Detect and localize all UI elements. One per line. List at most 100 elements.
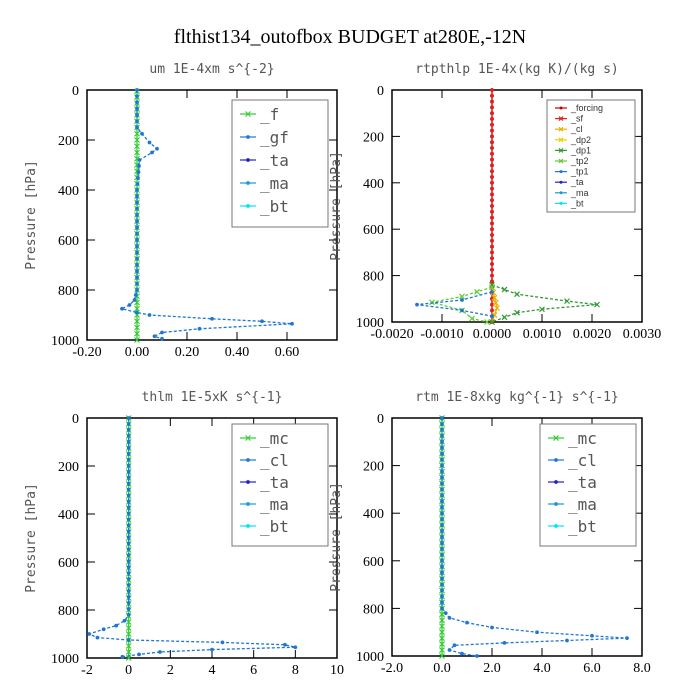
data-point — [490, 233, 494, 237]
data-point — [158, 650, 162, 654]
data-point — [460, 298, 464, 302]
data-point — [452, 643, 457, 648]
data-point — [490, 209, 494, 214]
y-tick-label: 1000 — [356, 316, 384, 331]
data-point — [490, 302, 494, 307]
data-point — [490, 308, 494, 313]
figure-title: flthist134_outofbox BUDGET at280E,-12N — [174, 26, 526, 48]
legend-entry: _mc — [260, 429, 289, 448]
data-point — [494, 305, 500, 312]
data-point — [440, 416, 444, 420]
x-tick-label: 0.0000 — [473, 327, 512, 342]
y-tick-label: 600 — [363, 555, 384, 570]
data-point — [135, 182, 140, 186]
y-tick-label: 200 — [363, 130, 384, 145]
data-point — [120, 654, 125, 659]
data-point — [126, 422, 131, 426]
data-point — [490, 105, 494, 110]
data-point — [126, 529, 131, 534]
data-point — [440, 558, 444, 563]
data-point — [135, 219, 139, 224]
data-point — [126, 606, 131, 611]
data-point — [492, 299, 499, 306]
data-point — [475, 654, 479, 658]
data-point — [490, 267, 494, 272]
legend-marker — [558, 158, 564, 164]
legend-marker — [246, 158, 250, 162]
x-tick-label: 6 — [250, 663, 257, 678]
data-point — [126, 475, 131, 480]
data-point — [127, 303, 132, 307]
data-point — [135, 310, 139, 315]
data-point — [440, 547, 444, 551]
data-point — [126, 481, 131, 486]
data-point — [152, 334, 157, 339]
data-point — [440, 511, 444, 516]
series-line — [416, 291, 493, 317]
data-point — [440, 428, 444, 432]
data-point — [134, 337, 140, 343]
legend-entry: _bt — [260, 197, 289, 216]
x-tick-label: 10 — [330, 663, 344, 678]
data-point — [490, 180, 494, 185]
data-point — [440, 523, 444, 527]
data-point — [126, 434, 131, 438]
legend-marker — [554, 524, 558, 528]
chart-panel-1: um 1E-4xm s^{-2} Pressure [hPa] 0 200 400 600… — [24, 62, 338, 360]
data-point — [501, 314, 508, 321]
chart-panel-4: rtm 1E-8xkg kg^{-1} s^{-1} Pressure [hPa]… — [329, 390, 651, 676]
data-point — [439, 635, 445, 642]
legend-marker — [559, 201, 563, 205]
data-point — [126, 487, 131, 492]
y-tick-label: 400 — [58, 184, 79, 199]
data-point — [490, 625, 494, 630]
data-point — [539, 306, 545, 313]
data-point — [134, 318, 140, 325]
plot-frame — [391, 89, 643, 323]
data-point — [135, 256, 139, 261]
legend-entry: _ma — [568, 495, 597, 514]
legend-entry: _cl — [260, 451, 289, 470]
legend-entry: _ma — [260, 174, 289, 193]
data-point — [126, 439, 131, 444]
data-point — [134, 143, 140, 150]
legend: _mc _cl _ta _ma _bt — [231, 423, 329, 547]
data-point — [490, 186, 494, 191]
data-point — [440, 517, 444, 522]
data-point — [136, 170, 141, 174]
data-point — [459, 293, 465, 300]
legend-marker — [554, 480, 558, 484]
panel-title: thlm 1E-5xK s^{-1} — [142, 390, 283, 405]
y-tick-label: 1000 — [51, 334, 79, 349]
data-point — [290, 321, 294, 326]
panel-title: um 1E-4xm s^{-2} — [149, 62, 274, 77]
data-point — [440, 582, 444, 587]
data-point — [136, 176, 140, 180]
data-point — [210, 316, 214, 321]
data-point — [490, 163, 494, 168]
data-point — [594, 301, 600, 308]
series-tp2 — [429, 284, 495, 325]
data-point — [440, 594, 444, 599]
data-point — [460, 651, 464, 656]
data-point — [122, 618, 127, 623]
legend-marker — [558, 126, 564, 132]
data-point — [490, 111, 494, 116]
legend-marker — [246, 458, 250, 462]
legend-entry: _dp2 — [570, 135, 591, 145]
data-point — [135, 275, 139, 280]
x-tick-label: 0.00 — [125, 345, 150, 360]
data-point — [126, 469, 131, 474]
data-point — [135, 225, 139, 230]
x-tick-label: 2 — [167, 663, 174, 678]
legend-entry: _cl — [568, 451, 597, 470]
series-cl — [440, 416, 629, 658]
legend-marker — [553, 435, 559, 441]
data-point — [134, 330, 140, 337]
data-point — [150, 150, 154, 155]
data-point — [126, 457, 131, 462]
data-point — [126, 589, 131, 593]
data-point — [126, 451, 131, 456]
data-point — [87, 632, 91, 636]
legend-entry: _ma — [570, 188, 589, 198]
